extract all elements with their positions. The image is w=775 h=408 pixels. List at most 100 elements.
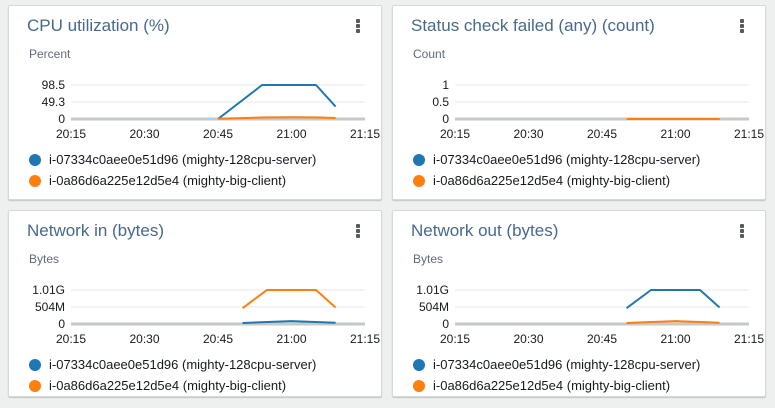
legend-item[interactable]: i-0a86d6a225e12d5e4 (mighty-big-client) bbox=[413, 172, 751, 189]
y-tick-label: 0 bbox=[442, 317, 449, 331]
y-tick-label: 0.5 bbox=[432, 95, 449, 109]
line-chart bbox=[71, 272, 365, 327]
y-axis-tick-labels: 1.01G 504M 0 bbox=[21, 272, 65, 331]
x-tick-label: 20:45 bbox=[586, 127, 618, 141]
chart-legend: i-07334c0aee0e51d96 (mighty-128cpu-serve… bbox=[413, 151, 751, 189]
chart-area: 1 0.5 0 20:15 20:30 20:45 21:00 21:15 bbox=[405, 67, 764, 145]
chart-plot-area[interactable] bbox=[71, 272, 365, 327]
line-chart bbox=[71, 67, 365, 122]
kebab-menu-icon bbox=[740, 234, 744, 238]
x-tick-label: 20:45 bbox=[202, 332, 234, 346]
x-axis-tick-labels: 20:15 20:30 20:45 21:00 21:15 bbox=[440, 127, 764, 143]
x-tick-label: 20:15 bbox=[55, 332, 87, 346]
chart-area: 1.01G 504M 0 20:15 20:30 20:45 21:00 21:… bbox=[405, 272, 764, 350]
y-axis-tick-labels: 1.01G 504M 0 bbox=[405, 272, 449, 331]
widget-status-check-failed: Status check failed (any) (count) Count … bbox=[392, 5, 766, 200]
x-tick-label: 20:45 bbox=[202, 127, 234, 141]
x-tick-label: 21:00 bbox=[660, 127, 691, 141]
x-tick-label: 21:15 bbox=[733, 127, 765, 141]
widget-title: Network out (bytes) bbox=[411, 221, 559, 240]
x-axis-tick-labels: 20:15 20:30 20:45 21:00 21:15 bbox=[440, 332, 764, 348]
legend-label: i-0a86d6a225e12d5e4 (mighty-big-client) bbox=[49, 173, 287, 188]
chart-plot-area[interactable] bbox=[71, 67, 365, 122]
y-axis-tick-labels: 1 0.5 0 bbox=[405, 67, 449, 126]
kebab-menu-icon bbox=[356, 19, 360, 23]
chart-area: 98.5 49.3 0 20:15 20:30 20:45 21:00 21:1… bbox=[21, 67, 380, 145]
series-color-swatch bbox=[29, 153, 41, 166]
widget-menu-button[interactable] bbox=[349, 16, 367, 36]
chart-plot-area[interactable] bbox=[455, 272, 749, 327]
kebab-menu-icon bbox=[356, 29, 360, 33]
y-tick-label: 0 bbox=[58, 112, 65, 126]
widget-header: Network in (bytes) bbox=[21, 220, 367, 244]
widget-title: Network in (bytes) bbox=[27, 221, 164, 240]
series-color-swatch bbox=[413, 153, 425, 166]
legend-item[interactable]: i-07334c0aee0e51d96 (mighty-128cpu-serve… bbox=[29, 356, 367, 373]
widget-menu-button[interactable] bbox=[349, 221, 367, 241]
kebab-menu-icon bbox=[740, 229, 744, 233]
legend-label: i-0a86d6a225e12d5e4 (mighty-big-client) bbox=[49, 378, 287, 393]
chart-legend: i-07334c0aee0e51d96 (mighty-128cpu-serve… bbox=[29, 356, 367, 394]
kebab-menu-icon bbox=[740, 29, 744, 33]
legend-item[interactable]: i-0a86d6a225e12d5e4 (mighty-big-client) bbox=[29, 377, 367, 394]
series-color-swatch bbox=[29, 379, 41, 392]
widget-title: CPU utilization (%) bbox=[27, 16, 170, 35]
chart-area: 1.01G 504M 0 20:15 20:30 20:45 21:00 21:… bbox=[21, 272, 380, 350]
dashboard-grid: CPU utilization (%) Percent 98.5 49.3 0 bbox=[8, 5, 766, 397]
kebab-menu-icon bbox=[740, 19, 744, 23]
x-axis-tick-labels: 20:15 20:30 20:45 21:00 21:15 bbox=[56, 127, 380, 143]
legend-item[interactable]: i-07334c0aee0e51d96 (mighty-128cpu-serve… bbox=[413, 356, 751, 373]
y-tick-label: 504M bbox=[418, 300, 449, 314]
chart-plot-area[interactable] bbox=[455, 67, 749, 122]
legend-item[interactable]: i-07334c0aee0e51d96 (mighty-128cpu-serve… bbox=[29, 151, 367, 168]
kebab-menu-icon bbox=[356, 24, 360, 28]
widget-network-out: Network out (bytes) Bytes 1.01G 504M 0 bbox=[392, 210, 766, 397]
y-tick-label: 49.3 bbox=[41, 95, 65, 109]
chart-legend: i-07334c0aee0e51d96 (mighty-128cpu-serve… bbox=[29, 151, 367, 189]
legend-label: i-07334c0aee0e51d96 (mighty-128cpu-serve… bbox=[433, 152, 701, 167]
series-color-swatch bbox=[29, 358, 41, 371]
y-tick-label: 98.5 bbox=[41, 78, 65, 92]
widget-header: CPU utilization (%) bbox=[21, 15, 367, 39]
line-chart bbox=[455, 67, 749, 122]
y-axis-unit-label: Count bbox=[413, 47, 446, 61]
legend-label: i-07334c0aee0e51d96 (mighty-128cpu-serve… bbox=[49, 152, 317, 167]
legend-item[interactable]: i-0a86d6a225e12d5e4 (mighty-big-client) bbox=[413, 377, 751, 394]
series-color-swatch bbox=[413, 358, 425, 371]
y-tick-label: 1 bbox=[442, 78, 449, 92]
x-tick-label: 21:15 bbox=[349, 127, 381, 141]
x-tick-label: 21:00 bbox=[276, 127, 307, 141]
x-tick-label: 20:30 bbox=[513, 127, 544, 141]
x-tick-label: 21:15 bbox=[733, 332, 765, 346]
series-color-swatch bbox=[413, 174, 425, 187]
y-axis-unit-label: Bytes bbox=[413, 252, 444, 266]
legend-item[interactable]: i-0a86d6a225e12d5e4 (mighty-big-client) bbox=[29, 172, 367, 189]
x-tick-label: 21:00 bbox=[660, 332, 691, 346]
y-tick-label: 0 bbox=[58, 317, 65, 331]
kebab-menu-icon bbox=[740, 24, 744, 28]
widget-menu-button[interactable] bbox=[733, 16, 751, 36]
kebab-menu-icon bbox=[356, 224, 360, 228]
series-color-swatch bbox=[413, 379, 425, 392]
kebab-menu-icon bbox=[356, 229, 360, 233]
legend-label: i-07334c0aee0e51d96 (mighty-128cpu-serve… bbox=[433, 357, 701, 372]
legend-item[interactable]: i-07334c0aee0e51d96 (mighty-128cpu-serve… bbox=[413, 151, 751, 168]
x-tick-label: 20:15 bbox=[439, 127, 471, 141]
y-tick-label: 1.01G bbox=[416, 283, 449, 297]
x-tick-label: 20:30 bbox=[513, 332, 544, 346]
legend-label: i-0a86d6a225e12d5e4 (mighty-big-client) bbox=[433, 378, 671, 393]
y-axis-unit-label: Percent bbox=[29, 47, 71, 61]
legend-label: i-0a86d6a225e12d5e4 (mighty-big-client) bbox=[433, 173, 671, 188]
widget-title: Status check failed (any) (count) bbox=[411, 16, 655, 35]
series-color-swatch bbox=[29, 174, 41, 187]
widget-menu-button[interactable] bbox=[733, 221, 751, 241]
line-chart bbox=[455, 272, 749, 327]
x-tick-label: 20:30 bbox=[129, 332, 160, 346]
widget-header: Status check failed (any) (count) bbox=[405, 15, 751, 39]
x-tick-label: 20:15 bbox=[55, 127, 87, 141]
x-tick-label: 20:45 bbox=[586, 332, 618, 346]
x-tick-label: 21:15 bbox=[349, 332, 381, 346]
x-tick-label: 21:00 bbox=[276, 332, 307, 346]
x-axis-tick-labels: 20:15 20:30 20:45 21:00 21:15 bbox=[56, 332, 380, 348]
widget-header: Network out (bytes) bbox=[405, 220, 751, 244]
